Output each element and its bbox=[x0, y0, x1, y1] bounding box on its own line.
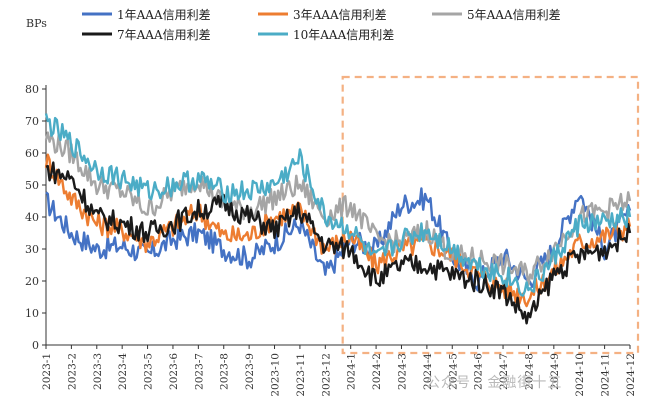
x-tick-label: 2023-3 bbox=[92, 353, 104, 390]
x-tick-label: 2023-4 bbox=[117, 353, 129, 390]
y-tick-label: 30 bbox=[25, 243, 39, 256]
y-tick-label: 20 bbox=[25, 275, 39, 288]
x-tick-label: 2024-10 bbox=[574, 353, 586, 397]
legend-label: 10年AAA信用利差 bbox=[293, 28, 394, 42]
y-tick-label: 80 bbox=[25, 83, 39, 96]
y-tick-label: 10 bbox=[25, 307, 39, 320]
x-tick-label: 2024-7 bbox=[498, 353, 510, 390]
x-tick-label: 2024-2 bbox=[371, 353, 383, 390]
x-tick-label: 2023-8 bbox=[219, 353, 231, 390]
x-tick-label: 2024-1 bbox=[346, 353, 358, 390]
legend-label: 1年AAA信用利差 bbox=[117, 8, 211, 22]
x-tick-label: 2024-8 bbox=[523, 353, 535, 390]
series-line bbox=[45, 187, 632, 292]
x-tick-label: 2024-9 bbox=[549, 353, 561, 390]
x-tick-label: 2024-4 bbox=[422, 353, 434, 390]
highlight-box bbox=[341, 75, 640, 355]
series-line bbox=[44, 131, 632, 286]
x-tick-label: 2023-2 bbox=[66, 353, 78, 390]
x-tick-label: 2024-12 bbox=[625, 353, 637, 397]
y-tick-label: 70 bbox=[25, 115, 39, 128]
x-tick-label: 2024-3 bbox=[396, 353, 408, 390]
x-tick-label: 2023-7 bbox=[193, 353, 205, 390]
x-tick-label: 2024-11 bbox=[600, 353, 612, 397]
x-tick-label: 2023-9 bbox=[244, 353, 256, 390]
x-tick-label: 2023-11 bbox=[295, 353, 307, 397]
x-tick-label: 2024-5 bbox=[447, 353, 459, 390]
series-line bbox=[45, 161, 632, 325]
series-line bbox=[44, 113, 632, 297]
x-tick-label: 2023-1 bbox=[41, 353, 53, 390]
watermark: 公众号 · 金融街十五 bbox=[426, 375, 563, 391]
y-axis-label: BPs bbox=[26, 17, 47, 30]
legend-label: 7年AAA信用利差 bbox=[117, 28, 211, 42]
x-tick-label: 2024-6 bbox=[473, 353, 485, 390]
x-tick-label: 2023-12 bbox=[320, 353, 332, 397]
y-tick-label: 60 bbox=[25, 147, 39, 160]
y-tick-label: 50 bbox=[25, 179, 39, 192]
x-tick-label: 2023-6 bbox=[168, 353, 180, 390]
legend-label: 3年AAA信用利差 bbox=[293, 8, 387, 22]
x-tick-label: 2023-10 bbox=[270, 353, 282, 397]
legend-label: 5年AAA信用利差 bbox=[467, 8, 561, 22]
x-tick-label: 2023-5 bbox=[143, 353, 155, 390]
y-tick-label: 0 bbox=[32, 339, 39, 352]
y-tick-label: 40 bbox=[25, 211, 39, 224]
